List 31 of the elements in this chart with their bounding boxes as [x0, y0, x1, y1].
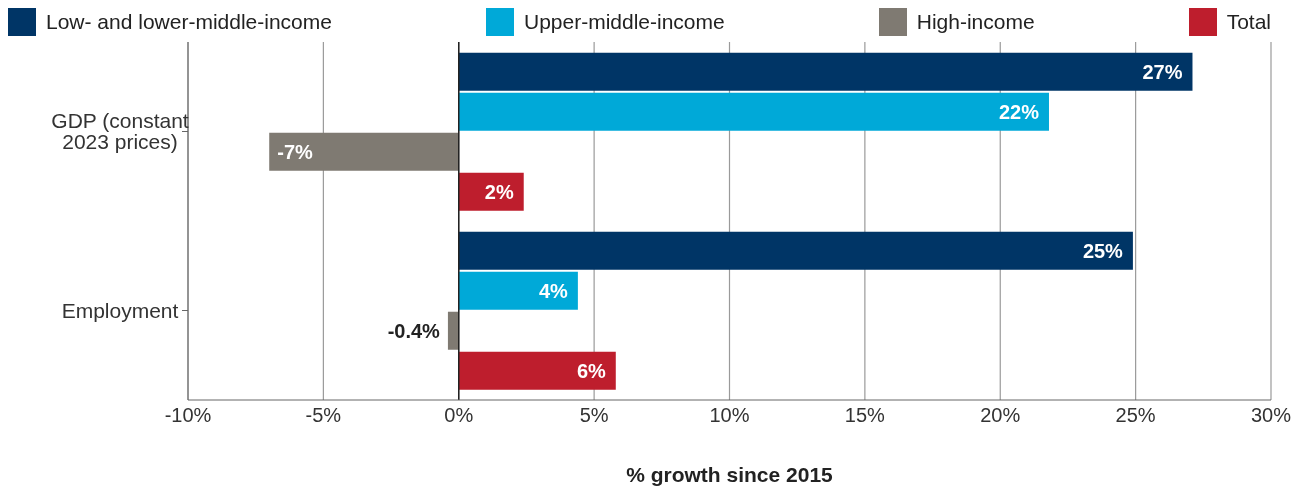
x-tick-label: 5% [579, 404, 609, 427]
data-label: -7% [277, 140, 314, 163]
bar [458, 231, 1133, 270]
bar [458, 271, 578, 310]
data-label: 25% [1082, 239, 1124, 262]
bar [458, 351, 616, 390]
x-tick-label: 20% [980, 404, 1021, 427]
x-tick-label: 10% [709, 404, 750, 427]
x-tick-label: -5% [305, 404, 342, 427]
data-label: 2% [484, 180, 514, 203]
data-label: 27% [1142, 60, 1183, 83]
x-tick-label: 25% [1115, 404, 1156, 427]
x-axis-title: % growth since 2015 [626, 463, 834, 486]
x-tick-label: -10% [164, 404, 212, 427]
x-tick-label: 15% [844, 404, 886, 427]
y-tick-label: GDP (constant 2023 prices) [51, 109, 189, 154]
legend-label: High-income [916, 10, 1035, 34]
legend-label: Upper-middle-income [523, 10, 725, 34]
legend-label: Total [1226, 10, 1271, 34]
data-label: 22% [998, 100, 1040, 123]
bar [458, 92, 1049, 131]
bar [458, 52, 1193, 91]
data-label: -0.4% [387, 319, 441, 342]
bar [269, 132, 459, 171]
data-label: 6% [576, 359, 606, 382]
y-tick-label: Employment [61, 298, 179, 322]
legend-label: Low- and lower-middle-income [46, 10, 332, 34]
bar [447, 311, 459, 350]
x-tick-label: 0% [444, 404, 474, 427]
data-label: 4% [538, 279, 569, 302]
x-tick-label: 30% [1250, 404, 1292, 427]
